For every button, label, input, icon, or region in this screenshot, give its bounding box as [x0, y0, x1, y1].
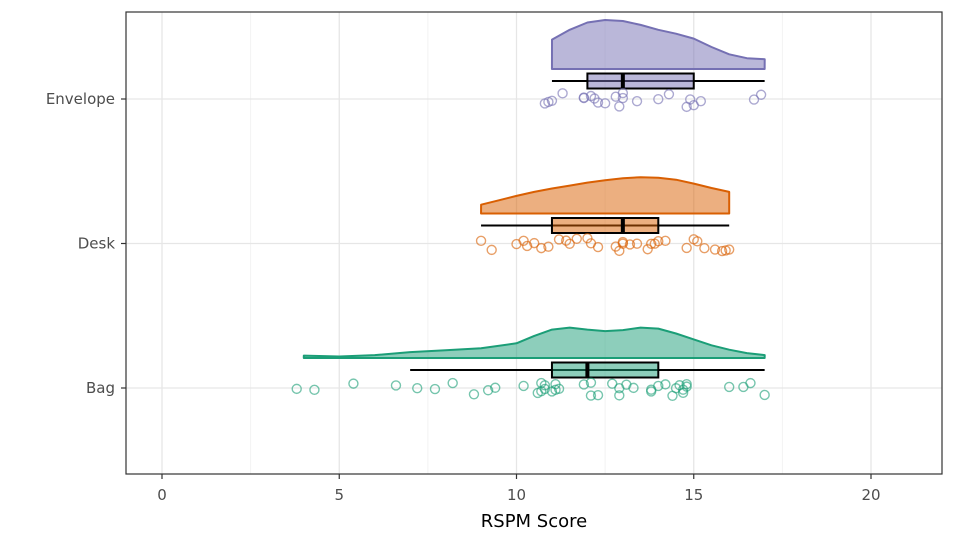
data-point — [543, 241, 554, 252]
cloud-envelope — [539, 19, 767, 113]
data-point — [348, 378, 359, 389]
cloud-desk — [475, 176, 735, 257]
data-point — [660, 235, 671, 247]
data-point — [709, 244, 721, 255]
grid — [126, 12, 942, 474]
data-point — [624, 239, 636, 250]
data-point — [755, 89, 767, 100]
data-point — [653, 235, 664, 247]
data-point — [546, 95, 558, 106]
data-point — [447, 377, 458, 389]
data-point — [631, 96, 643, 107]
data-point — [585, 390, 597, 401]
data-point — [564, 238, 575, 250]
x-tick-label: 5 — [334, 486, 344, 504]
data-point — [518, 235, 529, 247]
data-point — [536, 242, 547, 254]
data-point — [646, 238, 657, 250]
data-point — [592, 97, 604, 108]
x-tick-label: 15 — [684, 486, 703, 504]
data-point — [429, 383, 441, 395]
density-envelope — [550, 19, 766, 70]
box — [586, 72, 695, 90]
data-point — [646, 386, 657, 397]
data-point — [468, 389, 480, 400]
data-point — [518, 380, 529, 392]
data-point — [599, 98, 611, 109]
axes: 0 5 10 15 20 Bag Desk Envelope — [46, 90, 881, 504]
data-point — [670, 383, 682, 394]
data-point — [560, 235, 572, 246]
data-point — [681, 378, 692, 390]
data-point — [631, 238, 643, 249]
density-bag — [302, 326, 766, 359]
data-point — [716, 245, 728, 257]
data-point — [614, 390, 625, 401]
data-point — [553, 383, 565, 395]
data-point — [486, 244, 497, 256]
x-tick-label: 10 — [507, 486, 526, 504]
data-point — [291, 383, 302, 395]
data-point — [692, 236, 703, 247]
data-point — [592, 389, 604, 401]
data-point — [617, 238, 629, 249]
data-point — [745, 377, 756, 389]
data-point — [724, 381, 735, 393]
y-tick-label-desk: Desk — [78, 235, 116, 253]
y-tick-label-envelope: Envelope — [46, 90, 115, 108]
data-point — [759, 389, 770, 401]
data-point — [724, 244, 735, 255]
data-point — [663, 89, 675, 100]
box — [550, 217, 660, 234]
x-axis-title: RSPM Score — [481, 511, 587, 532]
data-point — [607, 378, 618, 389]
data-point — [539, 380, 551, 391]
data-point — [585, 377, 597, 388]
data-point — [617, 92, 629, 104]
data-point — [628, 382, 639, 394]
data-point — [490, 382, 501, 393]
data-point — [699, 243, 710, 254]
data-point — [660, 379, 671, 390]
box — [550, 361, 660, 379]
data-point — [578, 92, 590, 104]
cloud-bag — [291, 326, 770, 401]
data-point — [677, 387, 689, 399]
data-point — [557, 88, 568, 99]
data-point — [539, 383, 551, 395]
data-point — [412, 383, 423, 394]
data-point — [748, 94, 760, 105]
data-point — [521, 240, 533, 252]
y-tick-label-bag: Bag — [86, 379, 115, 397]
x-tick-label: 20 — [861, 486, 880, 504]
data-point — [553, 234, 565, 245]
data-point — [642, 244, 653, 255]
data-point — [475, 235, 487, 247]
data-point — [695, 96, 707, 107]
data-point — [529, 237, 540, 249]
data-point — [592, 241, 604, 253]
data-point — [681, 242, 692, 254]
data-point — [653, 380, 664, 392]
data-point — [617, 87, 629, 99]
density-desk — [480, 176, 731, 215]
data-point — [685, 94, 696, 105]
data-point — [653, 93, 664, 105]
data-point — [390, 380, 402, 391]
x-tick-label: 0 — [157, 486, 167, 504]
data-point — [614, 101, 625, 112]
data-point — [482, 385, 494, 396]
data-point — [677, 384, 689, 395]
data-point — [571, 233, 582, 244]
data-point — [309, 384, 320, 396]
clouds — [291, 19, 770, 401]
data-point — [578, 379, 590, 390]
